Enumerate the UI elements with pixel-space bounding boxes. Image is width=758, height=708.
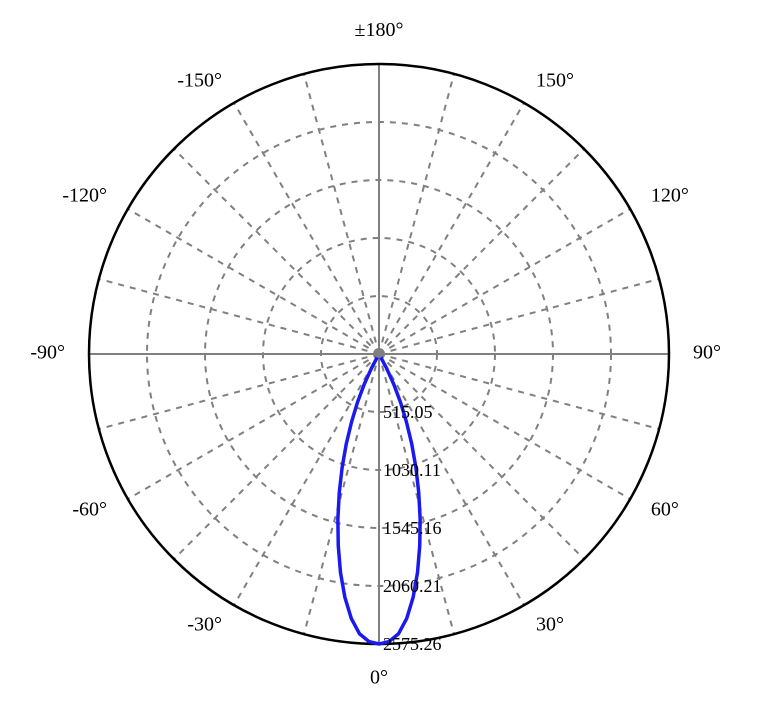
angle-label: 150° [536,70,574,92]
angle-label: 120° [651,185,689,207]
grid-spoke [379,279,659,354]
angle-label: -150° [177,70,222,92]
radial-tick-label: 1545.16 [383,518,442,538]
grid-spoke [379,209,630,354]
grid-spoke [379,74,454,354]
grid-spoke [379,103,524,354]
grid-spoke [99,279,379,354]
grid-spoke [174,149,379,354]
angle-label: 90° [693,342,721,364]
grid-spoke [304,74,379,354]
grid-spoke [234,354,379,605]
grid-spoke [128,209,379,354]
radial-tick-label: 1030.11 [383,460,441,480]
grid-spoke [379,149,584,354]
angle-label: 0° [370,667,388,689]
radial-tick-label: 515.05 [383,402,433,422]
angle-label: -90° [30,342,65,364]
grid-spoke [304,354,379,634]
radial-tick-label: 2575.26 [383,634,442,654]
polar-svg: 0° 30° 60° 90° 120° 150° ±180° -150° -120° -90° -6… [0,0,758,708]
polar-chart: 0° 30° 60° 90° 120° 150° ±180° -150° -120° -90° -6… [0,0,758,708]
angle-label: ±180° [355,19,404,41]
grid-spoke [234,103,379,354]
angle-label: -60° [72,499,107,521]
radial-tick-label: 2060.21 [383,576,442,596]
angle-label: 30° [536,614,564,636]
grid-spoke [99,354,379,429]
angle-label: -120° [62,185,107,207]
angle-label: 60° [651,499,679,521]
angle-label: -30° [187,614,222,636]
origin-dot [375,350,383,358]
grid-spoke [174,354,379,559]
